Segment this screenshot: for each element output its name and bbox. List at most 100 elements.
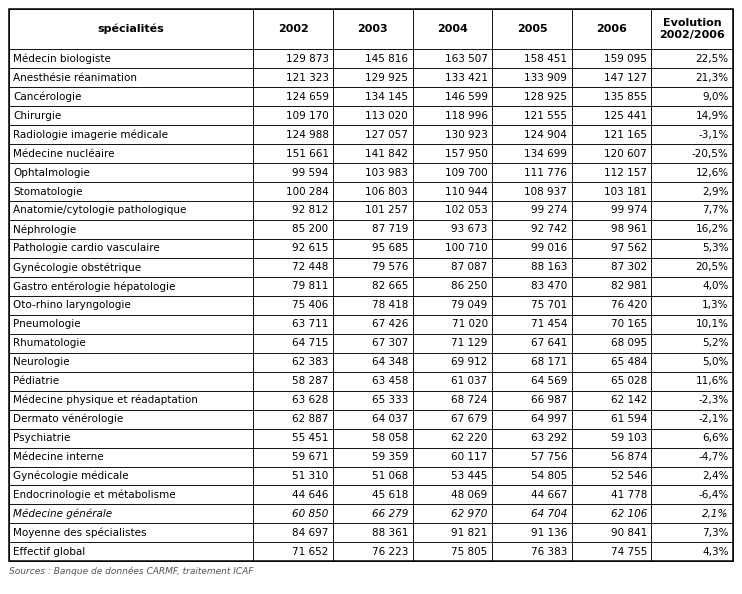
Bar xyxy=(9,372,254,391)
Text: Psychiatrie: Psychiatrie xyxy=(13,433,70,443)
Text: Médecine physique et réadaptation: Médecine physique et réadaptation xyxy=(13,395,198,405)
Text: 62 887: 62 887 xyxy=(292,414,329,424)
Text: Moyenne des spécialistes: Moyenne des spécialistes xyxy=(13,527,147,538)
Text: 67 426: 67 426 xyxy=(372,320,408,329)
Bar xyxy=(254,277,333,296)
Text: 67 307: 67 307 xyxy=(372,338,408,348)
Bar xyxy=(333,201,413,220)
Bar xyxy=(254,87,333,106)
Bar xyxy=(333,504,413,523)
Bar xyxy=(9,258,254,277)
Text: 72 448: 72 448 xyxy=(292,263,329,273)
Bar xyxy=(572,542,651,561)
Text: -2,1%: -2,1% xyxy=(698,414,729,424)
Bar xyxy=(572,163,651,182)
Text: 129 873: 129 873 xyxy=(286,54,329,64)
Bar xyxy=(492,68,572,87)
Text: 6,6%: 6,6% xyxy=(702,433,729,443)
Bar xyxy=(413,353,492,372)
Bar xyxy=(572,504,651,523)
Text: Médecine interne: Médecine interne xyxy=(13,452,104,462)
Text: 63 292: 63 292 xyxy=(531,433,568,443)
Bar xyxy=(651,277,733,296)
Text: 92 615: 92 615 xyxy=(292,244,329,254)
Bar xyxy=(572,391,651,410)
Bar xyxy=(254,447,333,466)
Bar xyxy=(9,410,254,429)
Bar xyxy=(254,372,333,391)
Bar xyxy=(492,334,572,353)
Text: 41 778: 41 778 xyxy=(611,490,647,500)
Text: 66 987: 66 987 xyxy=(531,395,568,405)
Bar xyxy=(254,49,333,68)
Bar xyxy=(9,144,254,163)
Bar xyxy=(413,334,492,353)
Text: 75 406: 75 406 xyxy=(292,301,329,310)
Text: 128 925: 128 925 xyxy=(525,91,568,102)
Bar xyxy=(413,68,492,87)
Bar xyxy=(413,163,492,182)
Text: Endocrinologie et métabolisme: Endocrinologie et métabolisme xyxy=(13,489,176,500)
Bar xyxy=(9,447,254,466)
Text: 87 719: 87 719 xyxy=(372,225,408,235)
Bar xyxy=(651,372,733,391)
Bar xyxy=(413,106,492,125)
Bar xyxy=(572,334,651,353)
Text: 68 095: 68 095 xyxy=(611,338,647,348)
Bar xyxy=(651,144,733,163)
Bar xyxy=(651,68,733,87)
Bar xyxy=(572,201,651,220)
Bar xyxy=(572,353,651,372)
Bar xyxy=(333,447,413,466)
Text: 21,3%: 21,3% xyxy=(695,72,729,83)
Bar xyxy=(333,523,413,542)
Bar xyxy=(413,485,492,504)
Bar xyxy=(9,239,254,258)
Text: 101 257: 101 257 xyxy=(365,206,408,216)
Text: 1,3%: 1,3% xyxy=(702,301,729,310)
Bar xyxy=(572,523,651,542)
Text: Sources : Banque de données CARMF, traitement ICAF: Sources : Banque de données CARMF, trait… xyxy=(9,566,253,576)
Text: 146 599: 146 599 xyxy=(444,91,487,102)
Text: 90 841: 90 841 xyxy=(611,528,647,538)
Text: Gastro entérologie hépatologie: Gastro entérologie hépatologie xyxy=(13,281,176,292)
Text: 63 628: 63 628 xyxy=(292,395,329,405)
Bar xyxy=(254,542,333,561)
Text: 62 106: 62 106 xyxy=(611,509,647,519)
Text: 85 200: 85 200 xyxy=(292,225,329,235)
Bar xyxy=(492,504,572,523)
Text: 65 484: 65 484 xyxy=(611,357,647,367)
Text: -6,4%: -6,4% xyxy=(698,490,729,500)
Bar xyxy=(492,87,572,106)
Text: 44 667: 44 667 xyxy=(531,490,568,500)
Text: 151 661: 151 661 xyxy=(286,148,329,159)
Bar xyxy=(9,163,254,182)
Text: 92 812: 92 812 xyxy=(292,206,329,216)
Text: 4,3%: 4,3% xyxy=(702,547,729,557)
Bar xyxy=(651,163,733,182)
Bar xyxy=(254,391,333,410)
Text: 109 700: 109 700 xyxy=(445,168,487,178)
Text: Neurologie: Neurologie xyxy=(13,357,70,367)
Text: Oto-rhino laryngologie: Oto-rhino laryngologie xyxy=(13,301,131,310)
Text: 134 145: 134 145 xyxy=(365,91,408,102)
Bar xyxy=(413,504,492,523)
Bar xyxy=(651,220,733,239)
Bar xyxy=(572,144,651,163)
Text: 69 912: 69 912 xyxy=(451,357,487,367)
Bar xyxy=(492,410,572,429)
Bar xyxy=(572,447,651,466)
Bar xyxy=(9,277,254,296)
Bar xyxy=(333,485,413,504)
Text: 62 383: 62 383 xyxy=(292,357,329,367)
Text: 60 850: 60 850 xyxy=(292,509,329,519)
Text: 100 710: 100 710 xyxy=(445,244,487,254)
Text: 64 715: 64 715 xyxy=(292,338,329,348)
Text: 76 383: 76 383 xyxy=(531,547,568,557)
Bar xyxy=(333,163,413,182)
Text: 68 171: 68 171 xyxy=(531,357,568,367)
Bar xyxy=(651,106,733,125)
Bar xyxy=(651,125,733,144)
Text: 2004: 2004 xyxy=(437,24,468,34)
Text: Anesthésie réanimation: Anesthésie réanimation xyxy=(13,72,137,83)
